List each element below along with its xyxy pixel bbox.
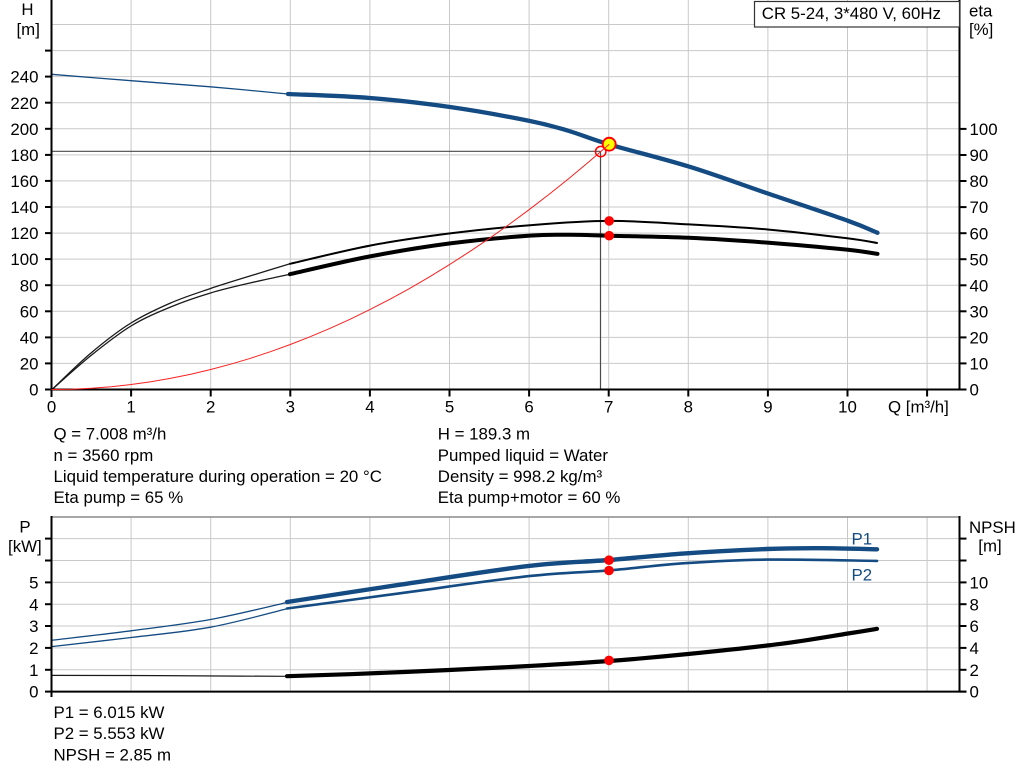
svg-text:120: 120 xyxy=(10,224,38,243)
svg-text:220: 220 xyxy=(10,94,38,113)
svg-text:n = 3560 rpm: n = 3560 rpm xyxy=(54,446,154,465)
svg-text:2: 2 xyxy=(970,661,979,680)
svg-text:4: 4 xyxy=(29,595,38,614)
svg-text:Q [m³/h]: Q [m³/h] xyxy=(888,398,949,417)
svg-text:4: 4 xyxy=(365,398,374,417)
svg-text:140: 140 xyxy=(10,198,38,217)
svg-text:9: 9 xyxy=(763,398,772,417)
svg-text:[m]: [m] xyxy=(17,20,40,39)
svg-text:100: 100 xyxy=(10,250,38,269)
svg-text:NPSH = 2.85 m: NPSH = 2.85 m xyxy=(54,745,172,764)
svg-text:2: 2 xyxy=(206,398,215,417)
svg-text:8: 8 xyxy=(684,398,693,417)
svg-text:70: 70 xyxy=(970,198,989,217)
svg-text:P2: P2 xyxy=(852,566,873,585)
svg-text:20: 20 xyxy=(20,355,39,374)
svg-text:5: 5 xyxy=(29,574,38,593)
svg-text:6: 6 xyxy=(970,617,979,636)
svg-text:80: 80 xyxy=(20,276,39,295)
svg-text:0: 0 xyxy=(970,683,979,702)
svg-text:[m]: [m] xyxy=(978,536,1001,555)
svg-text:P: P xyxy=(19,518,30,537)
svg-text:160: 160 xyxy=(10,172,38,191)
svg-text:100: 100 xyxy=(970,120,998,139)
svg-text:40: 40 xyxy=(20,329,39,348)
svg-text:8: 8 xyxy=(970,595,979,614)
svg-text:50: 50 xyxy=(970,250,989,269)
svg-text:2: 2 xyxy=(29,639,38,658)
svg-text:20: 20 xyxy=(970,329,989,348)
svg-text:H = 189.3 m: H = 189.3 m xyxy=(438,425,530,444)
svg-text:Pumped liquid = Water: Pumped liquid = Water xyxy=(438,446,609,465)
svg-text:180: 180 xyxy=(10,146,38,165)
svg-text:0: 0 xyxy=(47,398,56,417)
svg-text:80: 80 xyxy=(970,172,989,191)
svg-text:10: 10 xyxy=(970,355,989,374)
svg-text:P1: P1 xyxy=(852,530,873,549)
svg-text:10: 10 xyxy=(970,574,989,593)
svg-text:H: H xyxy=(21,0,33,19)
svg-text:60: 60 xyxy=(970,224,989,243)
svg-text:5: 5 xyxy=(445,398,454,417)
svg-text:200: 200 xyxy=(10,120,38,139)
svg-text:40: 40 xyxy=(970,276,989,295)
svg-text:P1 = 6.015 kW: P1 = 6.015 kW xyxy=(54,703,165,722)
svg-text:10: 10 xyxy=(838,398,857,417)
svg-text:90: 90 xyxy=(970,146,989,165)
svg-text:1: 1 xyxy=(29,661,38,680)
svg-text:60: 60 xyxy=(20,302,39,321)
svg-text:1: 1 xyxy=(126,398,135,417)
svg-text:3: 3 xyxy=(29,617,38,636)
svg-text:Q = 7.008 m³/h: Q = 7.008 m³/h xyxy=(54,425,167,444)
svg-text:NPSH: NPSH xyxy=(969,518,1016,537)
svg-text:7: 7 xyxy=(604,398,613,417)
svg-text:Eta pump = 65 %: Eta pump = 65 % xyxy=(54,488,184,507)
svg-text:eta: eta xyxy=(969,2,993,21)
svg-text:P2 = 5.553 kW: P2 = 5.553 kW xyxy=(54,724,165,743)
svg-text:Liquid temperature during oper: Liquid temperature during operation = 20… xyxy=(54,467,382,486)
svg-text:0: 0 xyxy=(29,381,38,400)
svg-text:0: 0 xyxy=(29,683,38,702)
svg-text:4: 4 xyxy=(970,639,979,658)
svg-text:[%]: [%] xyxy=(969,20,993,39)
svg-text:30: 30 xyxy=(970,302,989,321)
svg-text:240: 240 xyxy=(10,68,38,87)
svg-text:0: 0 xyxy=(970,381,979,400)
svg-text:3: 3 xyxy=(286,398,295,417)
svg-text:Eta pump+motor = 60 %: Eta pump+motor = 60 % xyxy=(438,488,621,507)
svg-text:CR 5-24, 3*480 V, 60Hz: CR 5-24, 3*480 V, 60Hz xyxy=(762,4,941,23)
svg-text:[kW]: [kW] xyxy=(8,537,42,556)
svg-text:Density = 998.2 kg/m³: Density = 998.2 kg/m³ xyxy=(438,467,603,486)
svg-text:6: 6 xyxy=(524,398,533,417)
